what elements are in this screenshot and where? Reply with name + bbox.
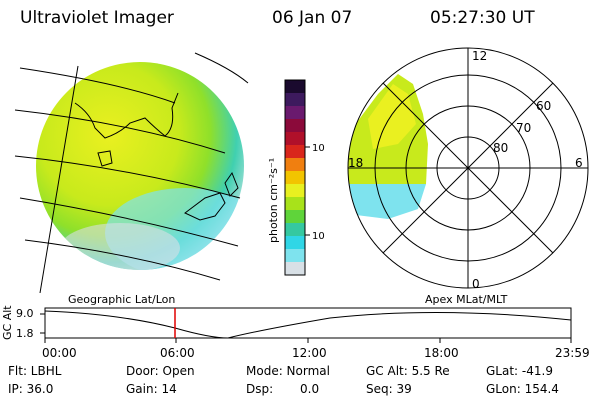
colorbar-cell [285,158,305,172]
left-view-title: Geographic Lat/Lon [68,293,175,306]
xtick-2359: 23:59 [555,346,590,360]
altitude-curve [44,310,572,339]
colorbar-cell [285,249,305,263]
filter-info: Flt: LBHL [8,364,62,378]
xtick-1800: 18:00 [424,346,459,360]
altitude-timeline-panel: Geographic Lat/Lon Apex MLat/MLT 9.0 1.8… [1,293,590,360]
door-info: Door: Open [126,364,195,378]
colorbar-cell [285,80,305,94]
colorbar-cell [285,145,305,159]
colorbar-cell [285,119,305,133]
mlat-label-70: 70 [516,121,531,135]
colorbar-tick-100: 100 [312,143,325,154]
colorbar-cell [285,210,305,224]
ytick-1-8: 1.8 [16,327,34,340]
colorbar-cell [285,262,305,276]
dsp-label: Dsp: [246,382,274,396]
colorbar: 100 10 photon cm⁻²s⁻¹ [267,79,325,276]
altitude-ylabel: GC Alt [1,305,14,340]
gain-info: Gain: 14 [126,382,177,396]
coastline [74,92,239,221]
instrument-title: Ultraviolet Imager [20,8,174,28]
dsp-value: 0.0 [300,382,320,396]
polar-mlat-mlt-panel: 12 6 18 0 60 70 80 [347,47,589,291]
polar-dim-region [348,184,426,219]
mlt-label-0: 0 [472,277,480,291]
ytick-9: 9.0 [16,307,34,320]
colorbar-unit-label: photon cm⁻²s⁻¹ [267,158,280,243]
seq-info: Seq: 39 [366,382,412,396]
xtick-0600: 06:00 [160,346,195,360]
mlt-label-12: 12 [472,49,487,63]
mlat-label-60: 60 [536,99,551,113]
right-view-title: Apex MLat/MLT [425,293,508,306]
xtick-1200: 12:00 [292,346,327,360]
observation-date: 06 Jan 07 [272,8,353,28]
mlt-label-18: 18 [348,156,363,170]
glon-info: GLon: 154.4 [486,382,559,396]
colorbar-cell [285,93,305,107]
colorbar-cell [285,223,305,237]
polar-grid [347,47,589,289]
colorbar-cell [285,106,305,120]
mlt-label-6: 6 [575,156,583,170]
colorbar-cell [285,132,305,146]
mode-info: Mode: Normal [246,364,330,378]
colorbar-cell [285,171,305,185]
xtick-0000: 00:00 [42,346,77,360]
observation-time: 05:27:30 UT [430,8,535,28]
glat-info: GLat: -41.9 [486,364,553,378]
altitude-plot-frame [44,307,572,339]
colorbar-cell [285,197,305,211]
colorbar-cell [285,236,305,250]
colorbar-cell [285,184,305,198]
gc-alt-info: GC Alt: 5.5 Re [366,364,450,378]
mlat-label-80: 80 [493,141,508,155]
colorbar-tick-10: 10 [312,231,325,242]
ip-info: IP: 36.0 [8,382,54,396]
geographic-image-panel [14,52,249,293]
